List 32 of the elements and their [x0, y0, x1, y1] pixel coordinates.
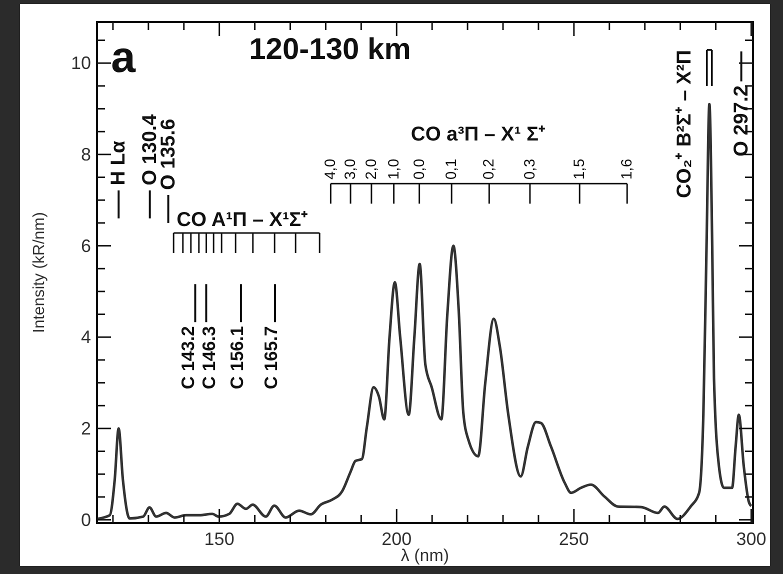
- annotation: 2,0: [362, 158, 380, 180]
- annotation: 0,0: [410, 158, 428, 180]
- annotation: 0,3: [521, 158, 538, 180]
- x-tick-label: 250: [558, 529, 589, 549]
- y-axis-title: Intensity (kR/nm): [31, 212, 48, 333]
- annotation: a: [111, 33, 136, 82]
- annotation: 0,1: [443, 158, 460, 180]
- annotation: 3,0: [342, 158, 360, 180]
- x-tick-label: 200: [382, 529, 412, 549]
- annotation: C 156.1: [226, 326, 247, 390]
- annotation: 1,0: [385, 158, 402, 180]
- annotation: 4,0: [322, 158, 340, 180]
- annotation: 1,5: [571, 158, 588, 180]
- annotation: CO₂⁺ B²Σ⁺ – X²Π: [673, 50, 696, 198]
- y-tick-label: 2: [80, 418, 91, 438]
- y-tick-label: 0: [80, 510, 91, 530]
- y-tick-label: 8: [80, 144, 91, 164]
- y-tick-label: 10: [70, 53, 91, 74]
- annotation: CO A¹Π – X¹Σ⁺: [176, 208, 308, 231]
- chart-title: 120-130 km: [249, 33, 411, 66]
- x-tick-label: 150: [204, 529, 234, 549]
- annotation: 1,6: [618, 158, 636, 180]
- y-tick-label: 6: [80, 236, 91, 256]
- annotation: 0,2: [480, 158, 498, 180]
- annotation: C 146.3: [199, 326, 220, 390]
- y-tick-label: 4: [80, 327, 91, 348]
- annotation: C 143.2: [178, 326, 198, 390]
- annotation: C 165.7: [261, 326, 282, 390]
- annotation: CO a³Π – X¹ Σ⁺: [410, 124, 546, 146]
- annotation: H Lα: [108, 140, 130, 186]
- x-tick-label: 300: [736, 529, 766, 549]
- x-axis-title: λ (nm): [400, 546, 450, 565]
